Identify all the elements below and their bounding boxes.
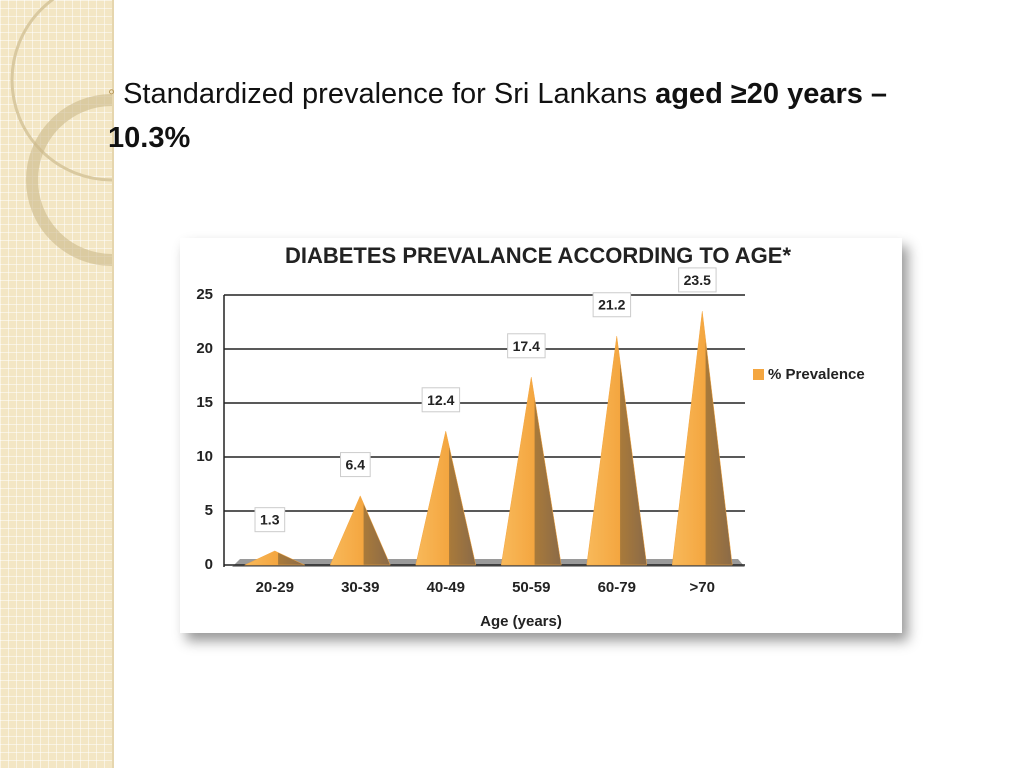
x-axis-label: Age (years) bbox=[480, 613, 562, 630]
y-tick-label: 10 bbox=[196, 448, 213, 465]
chart-card bbox=[180, 238, 902, 633]
data-label: 23.5 bbox=[684, 272, 711, 288]
legend-label: % Prevalence bbox=[768, 366, 865, 383]
bullet-emphasis: aged ≥20 years – 10.3% bbox=[108, 78, 888, 154]
bar bbox=[671, 311, 733, 566]
x-tick-label: 40-49 bbox=[427, 579, 465, 596]
decor-circle bbox=[26, 94, 112, 266]
decor-circles bbox=[10, 0, 112, 266]
data-label-box bbox=[592, 292, 632, 318]
chart-title: DIABETES PREVALANCE ACCORDING TO AGE* bbox=[285, 243, 791, 268]
floor bbox=[232, 559, 745, 567]
data-label-box bbox=[254, 507, 286, 533]
data-label-box bbox=[421, 387, 461, 413]
bullet: ◦ Standardized prevalence for Sri Lankans… bbox=[108, 78, 888, 154]
bar bbox=[329, 495, 391, 566]
x-tick-label: 50-59 bbox=[512, 579, 550, 596]
data-label: 1.3 bbox=[260, 512, 280, 528]
data-label: 17.4 bbox=[513, 338, 540, 354]
decor-circle bbox=[10, 0, 112, 182]
y-tick-label: 20 bbox=[196, 340, 213, 357]
y-tick-label: 0 bbox=[205, 556, 213, 573]
data-label-box bbox=[340, 452, 371, 478]
y-tick-label: 15 bbox=[196, 394, 213, 411]
legend-swatch bbox=[753, 369, 764, 380]
bullet-text: Standardized prevalence for Sri Lankans bbox=[123, 78, 648, 110]
y-tick-label: 25 bbox=[196, 286, 213, 303]
bar bbox=[586, 336, 648, 566]
x-tick-label: 30-39 bbox=[341, 579, 379, 596]
x-tick-label: 20-29 bbox=[256, 579, 294, 596]
data-label-box bbox=[678, 267, 717, 293]
data-label: 12.4 bbox=[427, 392, 454, 408]
data-label: 21.2 bbox=[598, 297, 625, 313]
bar bbox=[244, 550, 305, 566]
x-tick-label: 60-79 bbox=[598, 579, 636, 596]
bar bbox=[415, 431, 477, 566]
data-label: 6.4 bbox=[346, 457, 366, 473]
x-tick-label: >70 bbox=[690, 579, 715, 596]
data-label-box bbox=[507, 333, 546, 359]
y-tick-label: 5 bbox=[205, 502, 213, 519]
bar bbox=[500, 377, 562, 566]
